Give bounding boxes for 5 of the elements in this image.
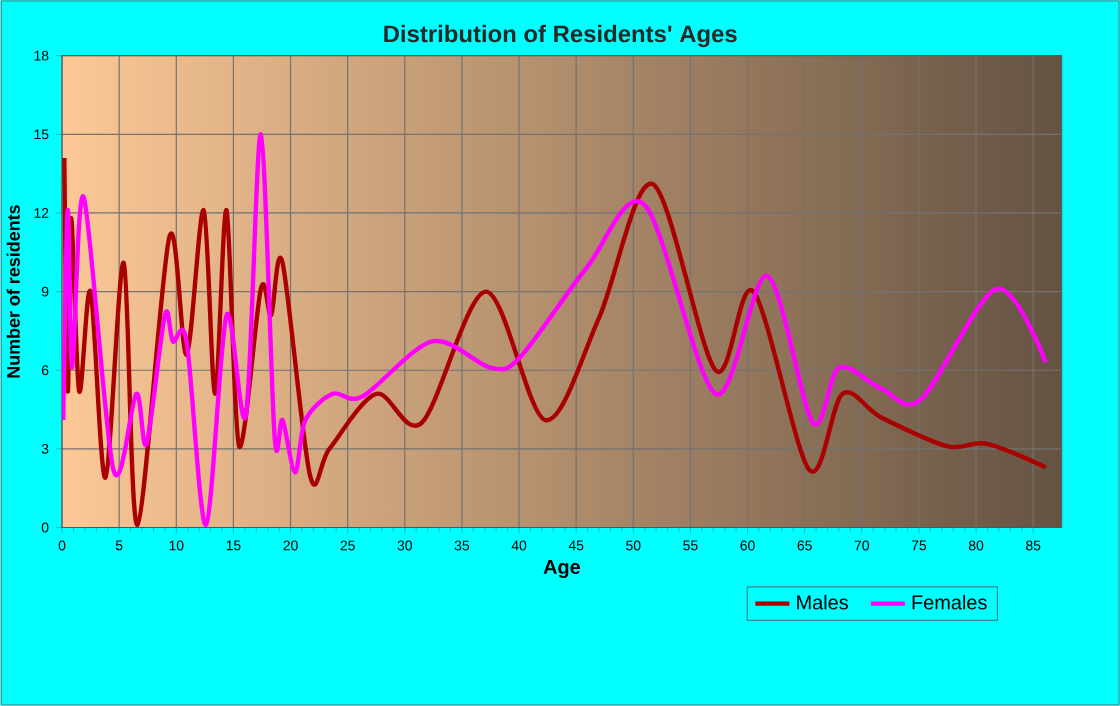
legend-label: Females bbox=[912, 594, 987, 610]
chart-title: Distribution of Residents' Ages bbox=[384, 24, 737, 48]
legend-label: Males bbox=[797, 594, 848, 610]
y-axis-title: Number of residents bbox=[6, 205, 20, 378]
x-axis-title: Age bbox=[543, 560, 581, 579]
